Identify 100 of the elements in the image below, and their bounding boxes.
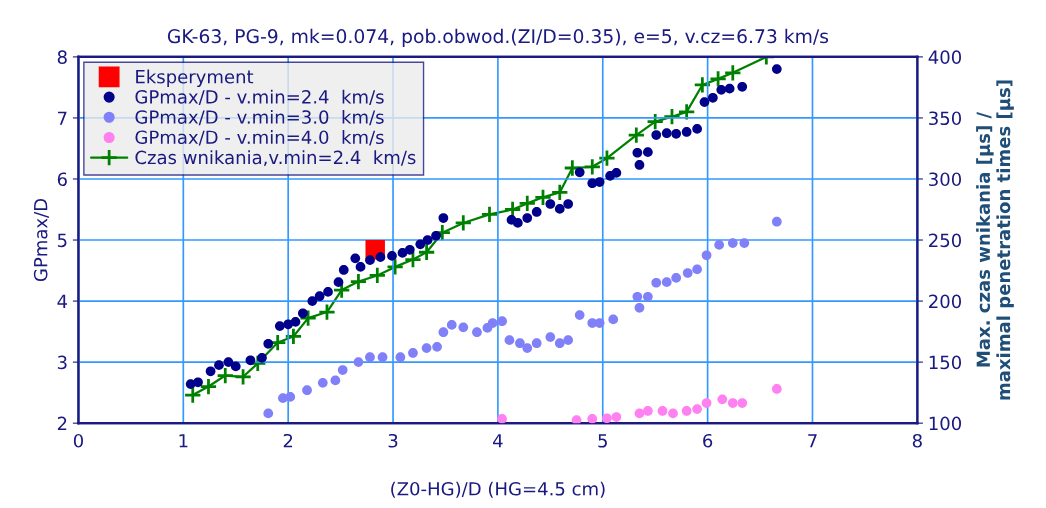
- point: [597, 149, 616, 168]
- y2-tick-label: 100: [929, 416, 962, 431]
- point: [587, 414, 598, 424]
- point: [234, 367, 253, 386]
- point: [307, 296, 318, 306]
- point: [458, 322, 469, 333]
- point: [274, 321, 285, 331]
- y2-tick-label: 300: [929, 172, 962, 187]
- x-tick-label: 7: [808, 434, 817, 448]
- point: [512, 218, 523, 228]
- point: [708, 92, 718, 103]
- y-axis-title: GPmax/D: [33, 198, 49, 282]
- point: [608, 314, 619, 325]
- y2-tick-label: 150: [929, 355, 962, 370]
- x-tick-label: 2: [283, 433, 293, 448]
- point: [554, 204, 565, 214]
- point: [727, 238, 738, 248]
- point: [214, 360, 224, 371]
- point: [634, 160, 645, 170]
- point: [323, 287, 333, 297]
- point: [417, 243, 436, 262]
- point: [550, 183, 569, 202]
- x-tick-label: 6: [703, 433, 713, 448]
- point: [522, 213, 533, 223]
- point: [574, 167, 585, 178]
- point: [446, 320, 457, 330]
- point: [771, 64, 782, 74]
- point: [314, 291, 325, 302]
- point: [727, 398, 738, 408]
- point: [365, 255, 375, 266]
- y2-tick-label: 200: [929, 294, 962, 309]
- point: [531, 207, 542, 217]
- point: [317, 303, 336, 322]
- point: [263, 338, 274, 349]
- point: [368, 266, 387, 285]
- point: [454, 213, 473, 232]
- point: [668, 408, 678, 419]
- point: [504, 335, 515, 345]
- point: [438, 213, 449, 223]
- point: [472, 327, 482, 338]
- point: [397, 247, 408, 258]
- point: [223, 357, 234, 367]
- point: [554, 338, 565, 349]
- point: [642, 406, 653, 416]
- point: [632, 291, 643, 302]
- x-tick-label: 0: [73, 433, 83, 448]
- y2-tick-label: 400: [928, 50, 962, 65]
- point: [693, 75, 712, 95]
- point: [545, 332, 556, 342]
- point: [257, 352, 267, 363]
- point: [183, 386, 202, 405]
- point: [701, 398, 712, 408]
- point: [681, 406, 692, 416]
- y2-tick-label: 250: [929, 233, 962, 248]
- point: [404, 244, 415, 255]
- y-tick-label: 3: [57, 355, 67, 370]
- point: [671, 273, 682, 283]
- point: [692, 124, 702, 134]
- chart-title: GK-63, PG-9, mk=0.074, pob.obwod.(ZI/D=0.35), e=5, v.cz=6.73 km/s: [167, 28, 829, 47]
- point: [285, 392, 296, 402]
- point: [533, 188, 553, 207]
- point: [408, 348, 418, 358]
- point: [353, 357, 364, 367]
- point: [724, 83, 735, 94]
- point: [681, 127, 692, 137]
- point: [717, 394, 728, 405]
- point: [284, 327, 303, 346]
- point: [377, 352, 388, 363]
- point: [545, 199, 556, 209]
- point: [375, 252, 386, 262]
- y-tick-label: 2: [57, 416, 67, 431]
- point: [692, 404, 702, 414]
- point: [415, 239, 426, 250]
- point: [522, 343, 533, 353]
- point: [387, 251, 397, 261]
- point: [661, 277, 672, 288]
- point: [337, 365, 348, 375]
- point: [692, 264, 702, 275]
- point: [199, 377, 218, 396]
- y2-tick-label: 350: [929, 111, 962, 126]
- point: [432, 342, 442, 352]
- point: [682, 268, 693, 278]
- point: [563, 335, 574, 345]
- y-tick-label: 7: [58, 111, 67, 125]
- point: [716, 85, 727, 95]
- point: [646, 112, 665, 131]
- legend-label: Czas wnikania,v.min=2.4 km/s: [135, 150, 416, 167]
- point: [297, 308, 308, 319]
- point: [299, 309, 318, 328]
- y-tick-label: 6: [57, 172, 67, 187]
- point: [230, 361, 241, 372]
- point: [302, 385, 312, 396]
- point: [421, 343, 432, 353]
- point: [245, 355, 256, 366]
- x-tick-label: 8: [912, 433, 922, 448]
- point: [651, 130, 662, 140]
- x-tick-label: 3: [388, 433, 398, 448]
- x-tick-label: 1: [179, 434, 188, 448]
- y-tick-label: 5: [57, 233, 67, 248]
- y-tick-label: 8: [57, 50, 67, 65]
